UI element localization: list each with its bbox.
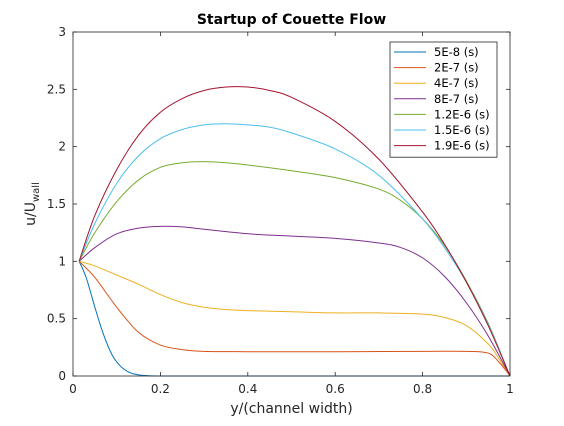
y-tick-label: 0.5 — [47, 312, 66, 326]
x-tick-label: 0 — [69, 382, 77, 396]
x-tick-label: 0.6 — [326, 382, 345, 396]
legend-label-1: 2E-7 (s) — [434, 61, 479, 75]
chart-title: Startup of Couette Flow — [197, 12, 386, 28]
legend-label-2: 4E-7 (s) — [434, 76, 479, 90]
legend-label-4: 1.2E-6 (s) — [434, 107, 490, 121]
y-tick-label: 0 — [58, 369, 66, 383]
series-layer — [78, 86, 511, 377]
legend-label-5: 1.5E-6 (s) — [434, 123, 490, 137]
legend: 5E-8 (s) 2E-7 (s)4E-7 (s) 8E-7 (s)1.2E-6 (… — [389, 41, 498, 158]
series-line-5 — [78, 123, 511, 377]
legend-label-0: 5E-8 (s) — [434, 45, 479, 59]
legend-label-3: 8E-7 (s) — [434, 92, 479, 106]
series-line-2 — [78, 260, 511, 377]
y-axis-label: u/Uwall — [23, 182, 42, 226]
y-tick-label: 3 — [58, 25, 66, 39]
x-tick-label: 1 — [506, 382, 514, 396]
series-line-6 — [78, 86, 511, 377]
x-tick-label: 0.2 — [151, 382, 170, 396]
y-tick-label: 1 — [58, 254, 66, 268]
y-axis-label-main: u/U — [23, 202, 39, 226]
y-tick-label: 2 — [58, 140, 66, 154]
x-tick-label: 0.8 — [413, 382, 432, 396]
series-line-1 — [78, 260, 511, 377]
y-tick-label: 2.5 — [47, 82, 66, 96]
x-tick-label: 0.4 — [238, 382, 257, 396]
legend-label-6: 1.9E-6 (s) — [434, 139, 490, 153]
series-line-3 — [78, 225, 511, 377]
axes-layer: 0 0.2 0.4 0.6 0.8 1 0 0.5 1 1.5 2 2.5 3 — [47, 25, 514, 396]
legend-box — [389, 41, 498, 158]
svg-text:u/Uwall: u/Uwall — [23, 182, 42, 226]
y-axis-label-subscript: wall — [31, 182, 42, 202]
y-tick-label: 1.5 — [47, 197, 66, 211]
x-axis-label: y/(channel width) — [230, 401, 352, 417]
